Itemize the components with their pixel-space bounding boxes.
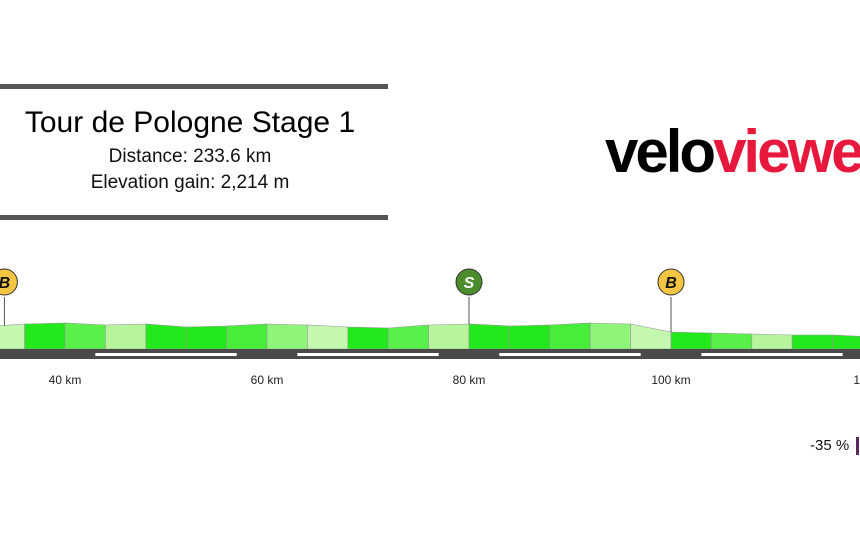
elevation-segment (509, 324, 551, 350)
logo-part-viewer: viewer (713, 118, 860, 185)
elevation-segment (24, 322, 66, 350)
sprint-marker-label: S (464, 275, 475, 292)
title-box-bottom-rule (0, 215, 388, 220)
elevation-segment (307, 324, 349, 350)
elevation-segment (387, 324, 429, 350)
elevation-segment (630, 323, 672, 350)
bonus-marker-circle (0, 268, 18, 296)
x-tick-label: 40 km (49, 373, 82, 387)
elevation-segment (347, 326, 389, 350)
elevation-segment (711, 332, 753, 350)
elevation-segment (105, 323, 147, 350)
elevation-segment (428, 323, 470, 350)
elevation-segment (832, 334, 860, 350)
title-box-top-rule (0, 84, 388, 89)
stage-elevation-gain: Elevation gain: 2,214 m (90, 172, 290, 193)
elevation-segment (589, 322, 631, 350)
bonus-marker-label: B (665, 275, 677, 292)
x-tick-label: 80 km (453, 373, 486, 387)
sprint-marker-circle (455, 268, 483, 296)
stage-distance: Distance: 233.6 km (108, 146, 272, 167)
elevation-segment (64, 322, 106, 350)
elevation-segment (791, 334, 833, 350)
title-box: Tour de Pologne Stage 1 Distance: 233.6 … (0, 84, 388, 220)
elevation-segment (145, 323, 187, 350)
bonus-marker-circle (657, 268, 685, 296)
elevation-segment (266, 323, 308, 350)
bonus-marker-label: B (0, 275, 10, 292)
x-tick-label: 100 km (651, 373, 690, 387)
km-dash (701, 353, 843, 356)
km-dash (499, 353, 641, 356)
elevation-segment (0, 323, 25, 350)
x-tick-label: 120 km (853, 373, 860, 387)
veloviewer-logo: veloviewer (605, 122, 860, 182)
stage-title: Tour de Pologne Stage 1 (24, 106, 356, 139)
elevation-segment (751, 333, 793, 350)
logo-part-velo: velo (605, 118, 716, 185)
elevation-segment (226, 323, 268, 350)
gradient-legend-swatch (856, 437, 859, 455)
km-dash (297, 353, 439, 356)
elevation-segment (468, 323, 510, 350)
gradient-legend-min-label: -35 % (810, 437, 850, 454)
elevation-segment (549, 322, 591, 350)
elevation-segment (670, 331, 712, 350)
elevation-segment (185, 325, 227, 350)
km-dash (95, 353, 237, 356)
x-tick-label: 60 km (251, 373, 284, 387)
